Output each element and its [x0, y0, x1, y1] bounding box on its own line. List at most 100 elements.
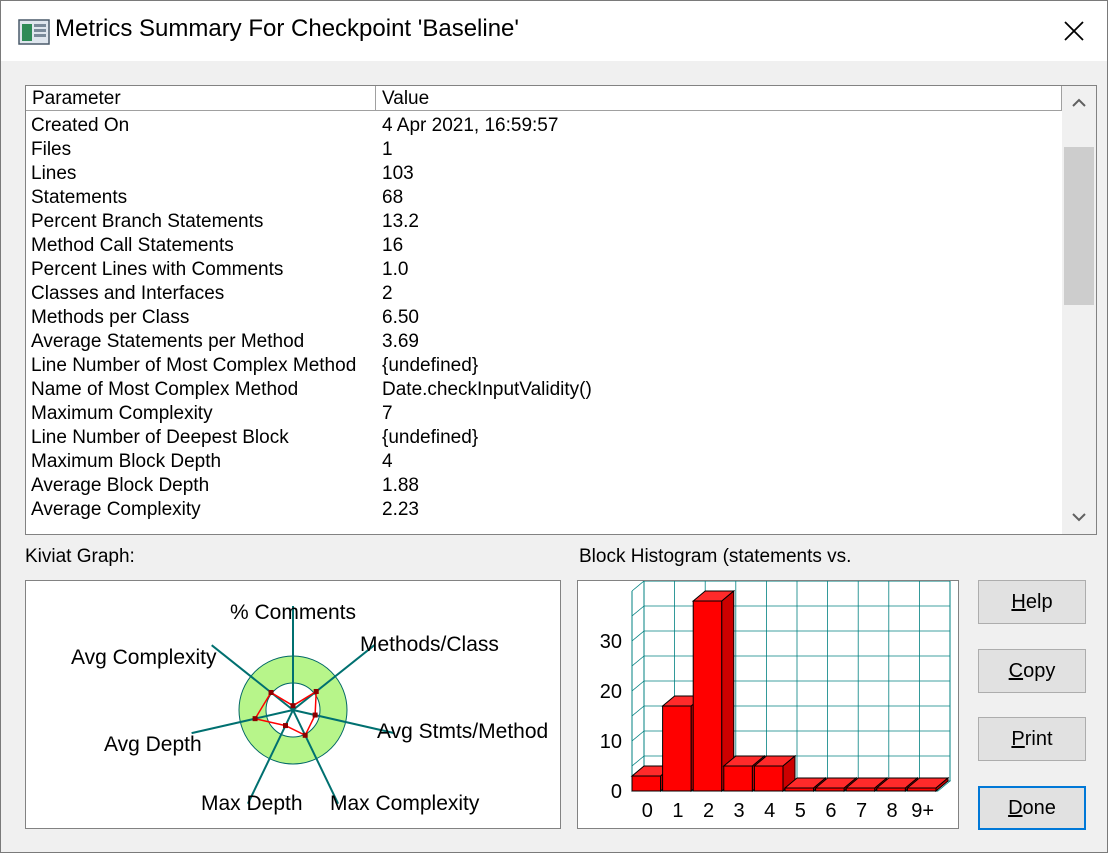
histogram-x-tick-label: 9+ [911, 800, 934, 822]
value-cell: 68 [382, 187, 404, 208]
close-button[interactable] [1047, 9, 1101, 53]
value-cell: 7 [382, 403, 393, 424]
scroll-up-button[interactable] [1062, 86, 1096, 120]
histogram-gridline [631, 630, 645, 642]
kiviat-axis [292, 709, 340, 805]
histogram-x-tick-label: 5 [795, 800, 806, 822]
kiviat-axis-label: Avg Complexity [71, 646, 217, 669]
copy-accelerator-key: C [1008, 659, 1024, 682]
parameter-cell: Percent Lines with Comments [31, 259, 284, 280]
parameter-cell: Line Number of Most Complex Method [31, 355, 357, 376]
parameter-cell: Methods per Class [31, 307, 190, 328]
kiviat-axis-label: Methods/Class [360, 633, 499, 656]
table-row[interactable]: Statements 68 [26, 186, 1062, 210]
chevron-up-icon [1072, 98, 1086, 107]
histogram-x-tick-label: 1 [672, 800, 683, 822]
table-row[interactable]: Average Block Depth 1.88 [26, 474, 1062, 498]
table-row[interactable]: Maximum Complexity 7 [26, 402, 1062, 426]
table-row[interactable]: Percent Branch Statements 13.2 [26, 210, 1062, 234]
table-row[interactable]: Classes and Interfaces 2 [26, 282, 1062, 306]
table-row[interactable]: Files 1 [26, 138, 1062, 162]
print-label-post: rint [1024, 727, 1053, 750]
histogram-x-tick-label: 6 [825, 800, 836, 822]
histogram-x-tick-label: 7 [856, 800, 867, 822]
histogram-gridline [631, 705, 645, 717]
value-cell: 3.69 [382, 331, 419, 352]
parameter-cell: Percent Branch Statements [31, 211, 264, 232]
histogram-y-tick-label: 10 [600, 731, 622, 753]
column-header-value[interactable]: Value [376, 86, 1062, 111]
kiviat-axis [191, 709, 294, 735]
block-histogram: 0 10 20 30 0 1 2 3 4 5 6 7 8 9+ [577, 580, 959, 829]
table-body: Created On 4 Apr 2021, 16:59:57 Files 1 Line… [26, 114, 1062, 522]
kiviat-axis-label: Avg Depth [104, 733, 202, 756]
value-cell: Date.checkInputValidity() [382, 379, 592, 400]
close-icon [1064, 21, 1084, 41]
table-row[interactable]: Average Statements per Method 3.69 [26, 330, 1062, 354]
table-row[interactable]: Percent Lines with Comments 1.0 [26, 258, 1062, 282]
column-header-parameter[interactable]: Parameter [26, 86, 376, 111]
kiviat-axis-label: Max Depth [201, 792, 303, 815]
table-row[interactable]: Maximum Block Depth 4 [26, 450, 1062, 474]
vertical-scrollbar[interactable] [1062, 86, 1096, 534]
kiviat-polygon [253, 690, 318, 737]
kiviat-graph: % Comments Methods/Class Avg Stmts/Method M… [25, 580, 561, 829]
histogram-label: Block Histogram (statements vs. [579, 546, 852, 567]
value-cell: 2 [382, 283, 393, 304]
table-row[interactable]: Average Complexity 2.23 [26, 498, 1062, 522]
histogram-bar [692, 600, 723, 792]
value-cell: {undefined} [382, 355, 479, 376]
done-label-post: one [1022, 796, 1056, 819]
table-row[interactable]: Line Number of Most Complex Method {undef… [26, 354, 1062, 378]
table-row[interactable]: Name of Most Complex Method Date.checkInp… [26, 378, 1062, 402]
histogram-bar [723, 765, 753, 792]
done-accelerator-key: D [1008, 796, 1023, 819]
scroll-down-button[interactable] [1062, 500, 1096, 534]
histogram-gridline [631, 730, 645, 742]
parameter-cell: Line Number of Deepest Block [31, 427, 289, 448]
value-cell: 1 [382, 139, 393, 160]
histogram-gridline [631, 655, 645, 667]
kiviat-point [312, 712, 318, 718]
window-title: Metrics Summary For Checkpoint 'Baseline… [55, 15, 519, 42]
table-row[interactable]: Created On 4 Apr 2021, 16:59:57 [26, 114, 1062, 138]
histogram-gridline [631, 605, 645, 617]
histogram-x-tick-label: 4 [764, 800, 775, 822]
kiviat-axis-label: Avg Stmts/Method [377, 720, 548, 743]
histogram-y-tick-label: 0 [611, 781, 622, 803]
copy-label-post: opy [1023, 659, 1056, 682]
table-row[interactable]: Method Call Statements 16 [26, 234, 1062, 258]
value-cell: 6.50 [382, 307, 419, 328]
parameter-cell: Classes and Interfaces [31, 283, 225, 304]
parameter-cell: Created On [31, 115, 130, 136]
histogram-x-tick-label: 8 [887, 800, 898, 822]
scroll-thumb[interactable] [1064, 147, 1094, 305]
parameter-cell: Average Complexity [31, 499, 201, 520]
title-bar: Metrics Summary For Checkpoint 'Baseline… [1, 1, 1107, 61]
value-cell: {undefined} [382, 427, 479, 448]
parameter-cell: Method Call Statements [31, 235, 234, 256]
table-row[interactable]: Line Number of Deepest Block {undefined} [26, 426, 1062, 450]
histogram-bar [631, 775, 662, 792]
histogram-y-tick-label: 20 [600, 681, 622, 703]
value-cell: 1.88 [382, 475, 419, 496]
table-row[interactable]: Methods per Class 6.50 [26, 306, 1062, 330]
histogram-bar-side [935, 776, 949, 793]
table-row[interactable]: Lines 103 [26, 162, 1062, 186]
histogram-gridline [631, 581, 645, 592]
parameter-cell: Average Block Depth [31, 475, 210, 496]
kiviat-axis-label: Max Complexity [330, 792, 480, 815]
metrics-table[interactable]: Parameter Value Created On 4 Apr 2021, 16… [25, 85, 1097, 535]
parameter-cell: Maximum Block Depth [31, 451, 222, 472]
parameter-cell: Maximum Complexity [31, 403, 213, 424]
kiviat-point [268, 689, 274, 695]
kiviat-point [302, 732, 308, 738]
chevron-down-icon [1072, 513, 1086, 522]
histogram-x-tick-label: 3 [734, 800, 745, 822]
